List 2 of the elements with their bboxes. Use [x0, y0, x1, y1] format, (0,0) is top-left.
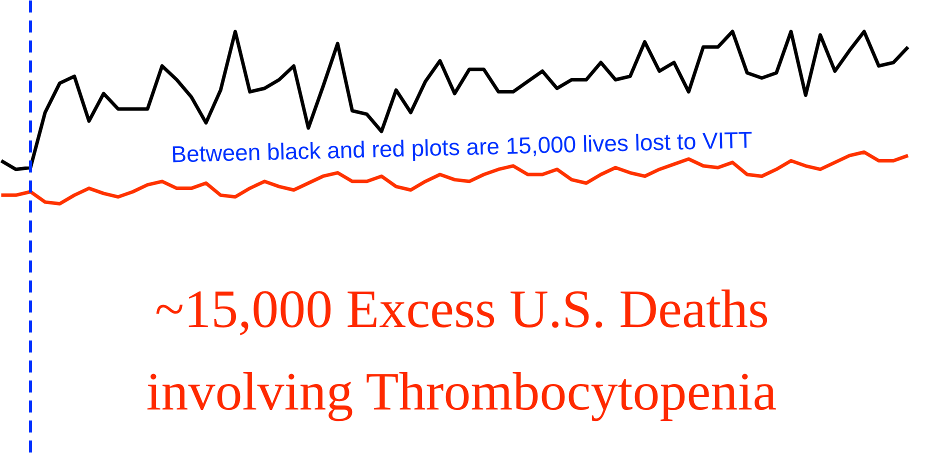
- text: ~15,000 Excess U.S. Deaths involving Thrombocytopenia: [146, 278, 777, 422]
- annotation: Between black and red plots are 15,000 lives lost to VITT: [170, 126, 753, 168]
